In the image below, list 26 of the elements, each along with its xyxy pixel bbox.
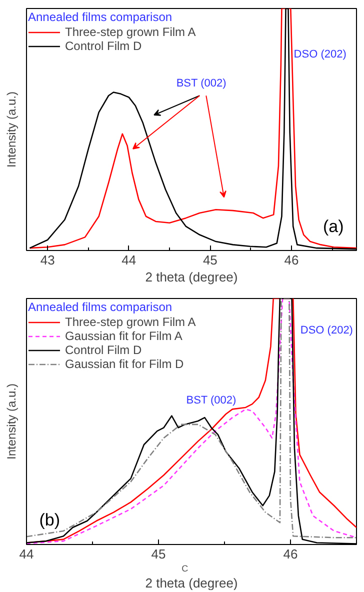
legend-label: Control Film D: [65, 343, 142, 357]
legend-label: Three-step grown Film A: [65, 315, 196, 329]
y-axis-title: Intensity (a.u.): [4, 91, 18, 168]
x-tick-label: 44: [19, 546, 34, 562]
x-axis-title: 2 theta (degree): [145, 270, 238, 284]
legend-label: Gaussian fit for Film D: [65, 357, 184, 371]
annotation: DSO (202): [300, 324, 353, 336]
legend-title: Annealed films comparison: [28, 10, 174, 24]
annotation: DSO (202): [294, 48, 346, 60]
y-axis-title: Intensity (a.u.): [4, 383, 18, 460]
legend-title: Annealed films comparison: [28, 300, 174, 314]
annotation: (a): [323, 216, 344, 236]
legend-label: Three-step grown Film A: [65, 25, 196, 39]
annotation: (b): [39, 510, 60, 530]
legend-label: Control Film D: [65, 39, 142, 53]
x-tick-label: 44: [122, 252, 136, 268]
x-axis-title: 2 theta (degree): [145, 576, 238, 590]
x-tick-label: 45: [151, 546, 166, 562]
legend-label: Gaussian fit for Film A: [65, 329, 182, 343]
annotation: BST (002): [176, 78, 226, 90]
annotation: BST (002): [186, 394, 236, 407]
x-tick-label: 46: [284, 252, 299, 268]
x-tick-label: 45: [202, 252, 218, 268]
x-tick-label: 46: [283, 546, 298, 562]
text: C: [182, 564, 189, 574]
x-tick-label: 43: [40, 252, 55, 268]
